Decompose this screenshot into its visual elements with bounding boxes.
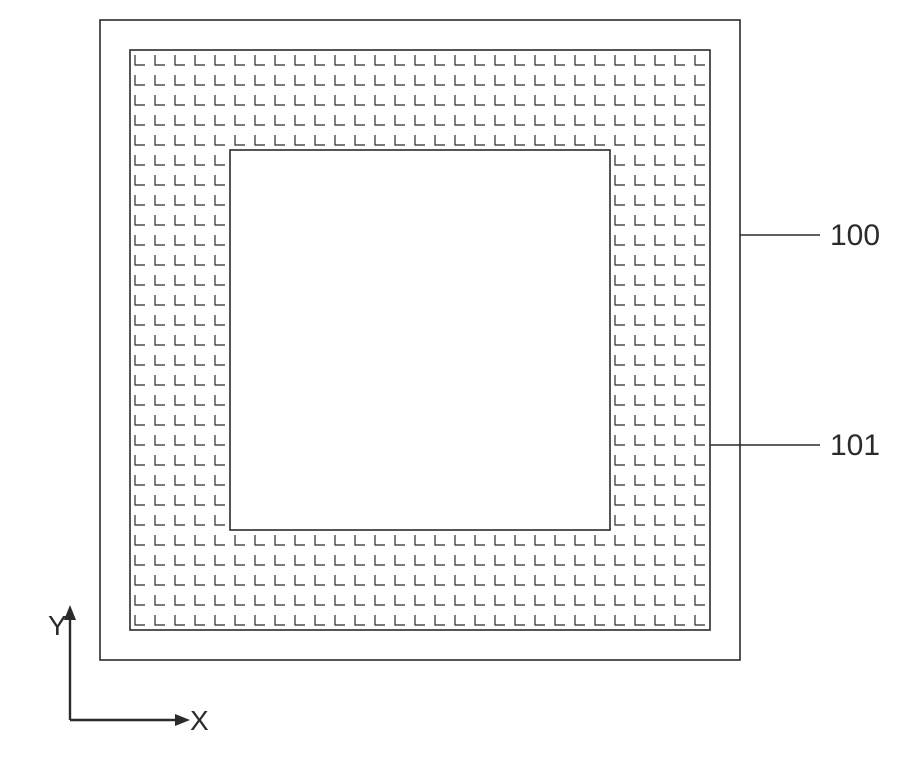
ring-101 bbox=[130, 50, 710, 630]
label-100: 100 bbox=[830, 219, 880, 252]
axis-label-x: X bbox=[190, 705, 209, 736]
ring-hatch bbox=[135, 55, 705, 625]
ring-inner-outline bbox=[230, 150, 610, 530]
axes bbox=[64, 605, 190, 726]
axis-label-y: Y bbox=[48, 610, 67, 641]
label-101: 101 bbox=[830, 429, 880, 462]
ring-outer-outline bbox=[130, 50, 710, 630]
outer-square-100 bbox=[100, 20, 740, 660]
